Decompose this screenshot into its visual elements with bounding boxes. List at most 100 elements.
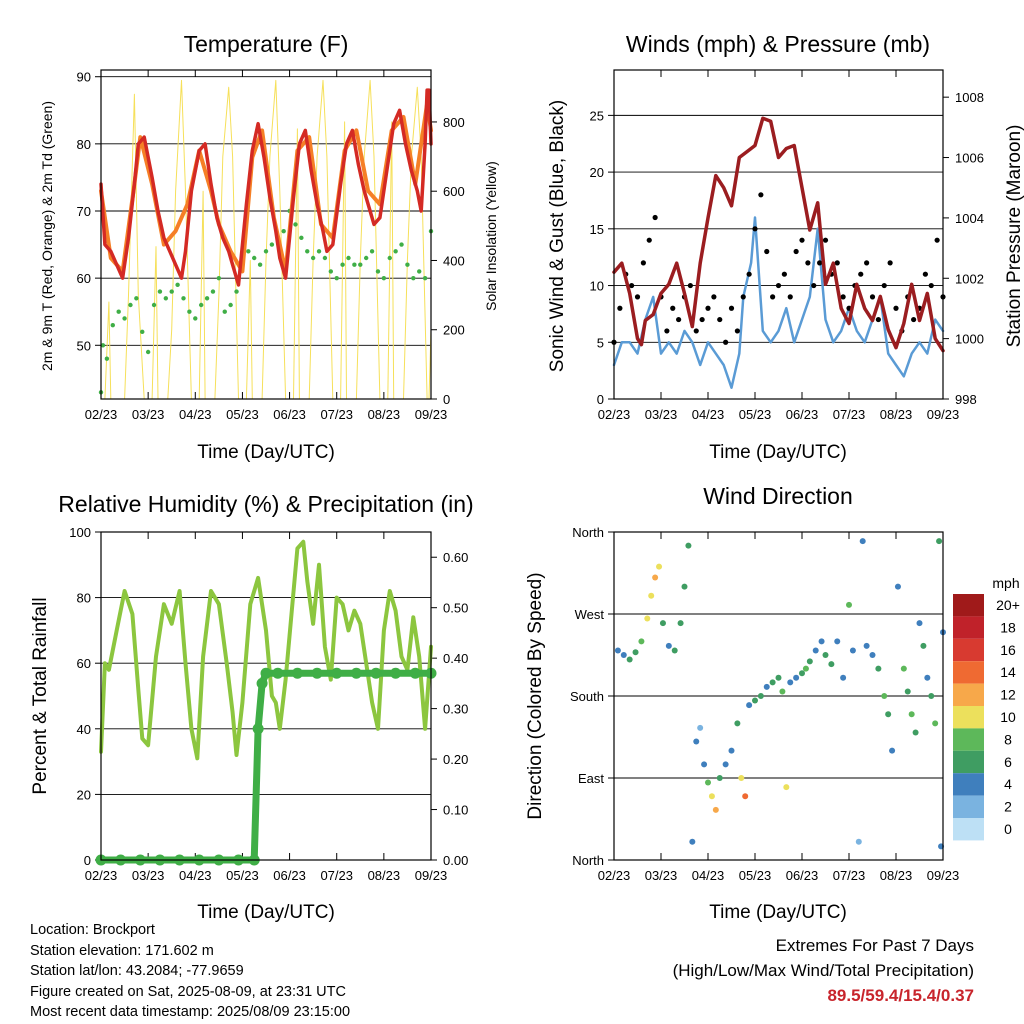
x-tick-label: 09/23 xyxy=(415,407,448,422)
y-tick-label: 20 xyxy=(590,165,604,180)
gust-point xyxy=(858,271,864,277)
y-tick-label: 60 xyxy=(77,656,91,671)
pressure-line xyxy=(612,116,945,353)
x-tick-label: 04/23 xyxy=(692,868,725,883)
wind-direction-point xyxy=(677,620,684,627)
temperature-xlabel: Time (Day/UTC) xyxy=(197,442,335,463)
y-tick-label-right: 1008 xyxy=(955,90,984,105)
dewpoint-point xyxy=(134,296,139,301)
y-tick-label: 15 xyxy=(590,222,604,237)
dewpoint-point xyxy=(363,255,369,261)
dewpoint-point xyxy=(257,262,263,267)
colorbar-label: 4 xyxy=(1004,776,1012,792)
wind-direction-point xyxy=(889,747,896,754)
gust-point xyxy=(893,305,899,311)
dewpoint-point xyxy=(157,289,163,294)
x-tick-label: 03/23 xyxy=(645,868,678,883)
dewpoint-point xyxy=(210,289,216,294)
gust-point xyxy=(676,316,682,323)
dewpoint-point xyxy=(340,262,345,267)
station-latlon: Station lat/lon: 43.2084; -77.9659 xyxy=(30,963,244,979)
gust-point xyxy=(799,237,805,243)
dewpoint-point xyxy=(310,255,316,261)
x-tick-label: 06/23 xyxy=(786,407,819,422)
wind-direction-xlabel: Time (Day/UTC) xyxy=(709,902,847,923)
dewpoint-point xyxy=(181,296,186,301)
extremes-title: Extremes For Past 7 Days xyxy=(775,936,974,955)
gust-point xyxy=(770,294,776,300)
wind-direction-panel: Wind Direction 02/23 03/23 04/23 05/23 06/23… xyxy=(525,483,1020,923)
gust-point xyxy=(652,214,658,221)
humidity-ylabel: Percent & Total Rainfall xyxy=(30,597,51,794)
winds-ylabel-right: Station Pressure (Maroon) xyxy=(1004,125,1024,348)
y-tick-label-right: 0.30 xyxy=(443,702,468,717)
dewpoint-point xyxy=(417,269,422,274)
gust-point xyxy=(887,260,893,266)
x-tick-label: 07/23 xyxy=(833,868,866,883)
colorbar-swatch xyxy=(953,728,984,751)
y-tick-label: 80 xyxy=(77,137,91,152)
gust-point xyxy=(875,316,881,323)
colorbar-swatch xyxy=(953,683,984,706)
wind-direction-point xyxy=(722,761,729,768)
colorbar-unit-label: mph xyxy=(992,575,1019,591)
wind-direction-point xyxy=(734,720,741,727)
y-tick-label-right: 1006 xyxy=(955,151,984,166)
wind-direction-point xyxy=(626,656,633,663)
wind-direction-point xyxy=(652,574,659,581)
wind-direction-point xyxy=(708,793,715,800)
gust-point xyxy=(617,305,623,311)
temperature-ylabel-right: Solar Insolation (Yellow) xyxy=(483,161,499,311)
wind-direction-point xyxy=(728,747,735,754)
colorbar-label: 0 xyxy=(1004,821,1012,837)
dewpoint-point xyxy=(299,235,304,241)
wind-direction-point xyxy=(904,688,911,695)
precipitation-point xyxy=(370,667,382,679)
sonic-wind-line xyxy=(612,216,945,389)
wind-direction-point xyxy=(712,806,719,813)
gust-point xyxy=(629,282,635,289)
y-tick-label-right: 1002 xyxy=(955,271,984,286)
x-tick-label: 03/23 xyxy=(132,868,165,883)
y-tick-label: North xyxy=(572,525,604,540)
colorbar-label: 18 xyxy=(1000,619,1016,635)
colorbar-swatch xyxy=(953,594,984,617)
y-tick-label-right: 1000 xyxy=(955,332,984,347)
gust-point xyxy=(640,260,646,266)
precipitation-point xyxy=(252,723,264,735)
gust-point xyxy=(734,328,740,334)
y-tick-label-right: 998 xyxy=(955,392,977,407)
precipitation-point xyxy=(311,667,323,679)
colorbar-swatch xyxy=(953,638,984,662)
x-tick-label: 06/23 xyxy=(273,407,306,422)
colorbar-label: 10 xyxy=(1000,709,1016,725)
y-tick-label-right: 600 xyxy=(443,184,465,199)
precipitation-point xyxy=(272,667,284,679)
gust-point xyxy=(705,305,711,311)
y-tick-label: 90 xyxy=(77,70,91,85)
gust-point xyxy=(723,339,729,345)
wind-direction-point xyxy=(802,665,809,672)
wind-direction-point xyxy=(769,679,776,686)
t9m-line xyxy=(99,101,433,274)
dewpoint-point xyxy=(234,289,239,294)
dewpoint-point xyxy=(187,309,192,314)
wind-direction-point xyxy=(894,583,901,590)
colorbar-swatch xyxy=(953,706,984,729)
y-tick-label: 40 xyxy=(77,722,91,737)
extremes-values: 89.5/59.4/15.4/0.37 xyxy=(827,986,974,1005)
x-tick-label: 04/23 xyxy=(692,407,725,422)
gust-point xyxy=(646,237,652,243)
wind-direction-point xyxy=(705,779,711,786)
wind-direction-point xyxy=(716,775,723,781)
x-tick-label: 05/23 xyxy=(739,407,772,422)
y-tick-label-right: 0.50 xyxy=(443,601,468,616)
precipitation-point xyxy=(409,667,421,679)
dewpoint-point xyxy=(316,249,322,254)
dewpoint-point xyxy=(116,309,121,314)
wind-direction-point xyxy=(638,638,645,645)
precipitation-point xyxy=(350,667,362,679)
y-tick-label-right: 0 xyxy=(443,392,450,407)
dewpoint-point xyxy=(100,343,106,348)
